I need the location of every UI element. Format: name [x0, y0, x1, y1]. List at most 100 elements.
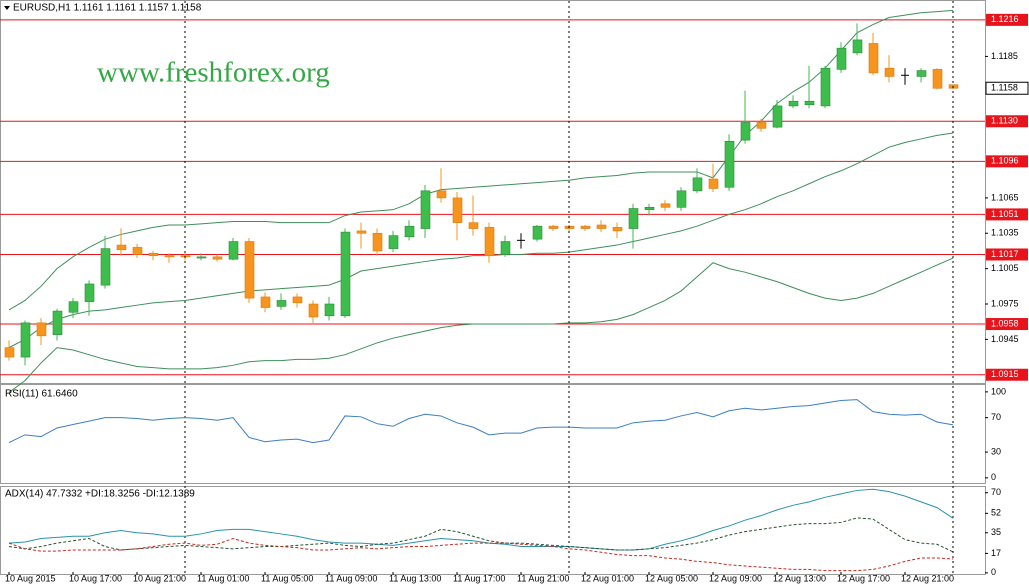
x-tick-label: 12 Aug 01:00: [581, 573, 634, 583]
candle-body: [228, 241, 239, 260]
level-box: [986, 13, 1028, 26]
candle-body: [628, 208, 639, 229]
adx-panel: [0, 486, 986, 575]
level-box: [986, 318, 1028, 331]
candle-body: [116, 244, 127, 251]
level-box: [986, 115, 1028, 128]
bollinger-band: [8, 257, 954, 393]
level-box: [986, 248, 1028, 261]
y-tick-label: 35: [991, 527, 1001, 537]
candle-body: [836, 47, 847, 70]
x-tick-label: 12 Aug 17:00: [837, 573, 890, 583]
level-label: 1.0958: [991, 318, 1019, 328]
y-tick-label: 0: [991, 472, 996, 482]
candle-body: [388, 235, 399, 249]
level-label: 1.1130: [991, 116, 1018, 126]
candle-body: [68, 301, 79, 313]
candle-body: [724, 141, 735, 188]
x-tick-label: 11 Aug 05:00: [261, 573, 313, 583]
candle-body: [692, 177, 703, 192]
candle-body: [868, 43, 879, 74]
candle-body: [484, 227, 495, 256]
plot: 1.1185 1.1065 1.1035 1.1005 1.0975 1.0945 1.11…: [4, 1, 1029, 583]
level-box: [986, 155, 1028, 168]
level-label: 1.1216: [991, 14, 1019, 24]
candle-body: [260, 296, 271, 308]
y-tick-label: 1.1185: [991, 51, 1018, 61]
x-tick-label: 12 Aug 05:00: [645, 573, 698, 583]
candle-body: [52, 310, 63, 335]
candle-body: [676, 190, 687, 208]
rsi-panel: [0, 384, 986, 484]
candle-body: [580, 225, 591, 229]
candle-body: [420, 190, 431, 229]
y-tick-label: 1.0945: [991, 334, 1019, 344]
y-tick-label: 100: [991, 386, 1006, 396]
level-label: 1.1051: [991, 209, 1019, 219]
candle-body: [324, 303, 335, 317]
main-panel: [0, 0, 986, 384]
candle-body: [356, 230, 367, 234]
candle-body: [756, 122, 767, 129]
x-tick-label: 11 Aug 01:00: [197, 573, 249, 583]
x-tick-label: 10 Aug 17:00: [69, 573, 122, 583]
y-tick-label: 70: [991, 412, 1001, 422]
candle-body: [468, 222, 479, 229]
chart-title: EURUSD,H1 1.1161 1.1161 1.1157 1.1158: [13, 3, 202, 14]
candle-body: [916, 70, 927, 77]
x-tick-label: 10 Aug 2015: [5, 573, 56, 583]
x-tick-label: 11 Aug 09:00: [325, 573, 377, 583]
x-tick-label: 11 Aug 13:00: [389, 573, 441, 583]
candle-body: [308, 303, 319, 318]
candle-body: [84, 283, 95, 302]
candle-body: [884, 67, 895, 77]
y-tick-label: 52: [991, 508, 1001, 518]
candle-body: [292, 296, 303, 304]
indicator-line: [8, 399, 954, 444]
y-tick-label: 1.1035: [991, 228, 1019, 238]
candle-body: [500, 241, 511, 255]
level-label: 1.1096: [991, 156, 1019, 166]
candle-body: [852, 39, 863, 54]
candle-body: [612, 227, 623, 232]
candle-body: [548, 225, 559, 229]
y-tick-label: 1.1005: [991, 263, 1019, 273]
candle-body: [132, 247, 143, 255]
adx-title: ADX(14) 47.7332 +DI:18.3256 -DI:12.1389: [5, 489, 195, 500]
candle-body: [452, 197, 463, 223]
bollinger-band: [8, 132, 954, 349]
candle-body: [4, 347, 15, 358]
candle-body: [644, 207, 655, 210]
candle-body: [196, 256, 207, 259]
bollinger-band: [8, 9, 954, 311]
x-tick-label: 10 Aug 21:00: [133, 573, 186, 583]
candle-body: [740, 122, 751, 141]
candle-body: [820, 67, 831, 107]
candle-body: [436, 190, 447, 199]
candle-body: [804, 100, 815, 106]
x-tick-label: 12 Aug 21:00: [901, 573, 954, 583]
indicator-line: [8, 488, 954, 551]
x-tick-label: 11 Aug 21:00: [517, 573, 569, 583]
indicator-line: [8, 517, 954, 553]
price-label: 1.1158: [991, 83, 1018, 93]
candle-body: [772, 105, 783, 128]
menu-arrow: [4, 6, 10, 10]
candle-body: [164, 255, 175, 258]
watermark: www.freshforex.org: [97, 57, 330, 89]
candle-body: [36, 322, 47, 337]
y-tick-label: 70: [991, 487, 1001, 497]
candle-body: [244, 241, 255, 299]
candle-body: [148, 253, 159, 256]
y-tick-label: 1.0975: [991, 298, 1019, 308]
candle-body: [100, 248, 111, 286]
candle-body: [708, 178, 719, 189]
y-tick-label: 17: [991, 548, 1001, 558]
x-tick-label: 12 Aug 09:00: [709, 573, 762, 583]
candle-body: [276, 300, 287, 307]
candle-body: [532, 225, 543, 240]
candle-body: [212, 256, 223, 260]
level-box: [986, 368, 1028, 381]
